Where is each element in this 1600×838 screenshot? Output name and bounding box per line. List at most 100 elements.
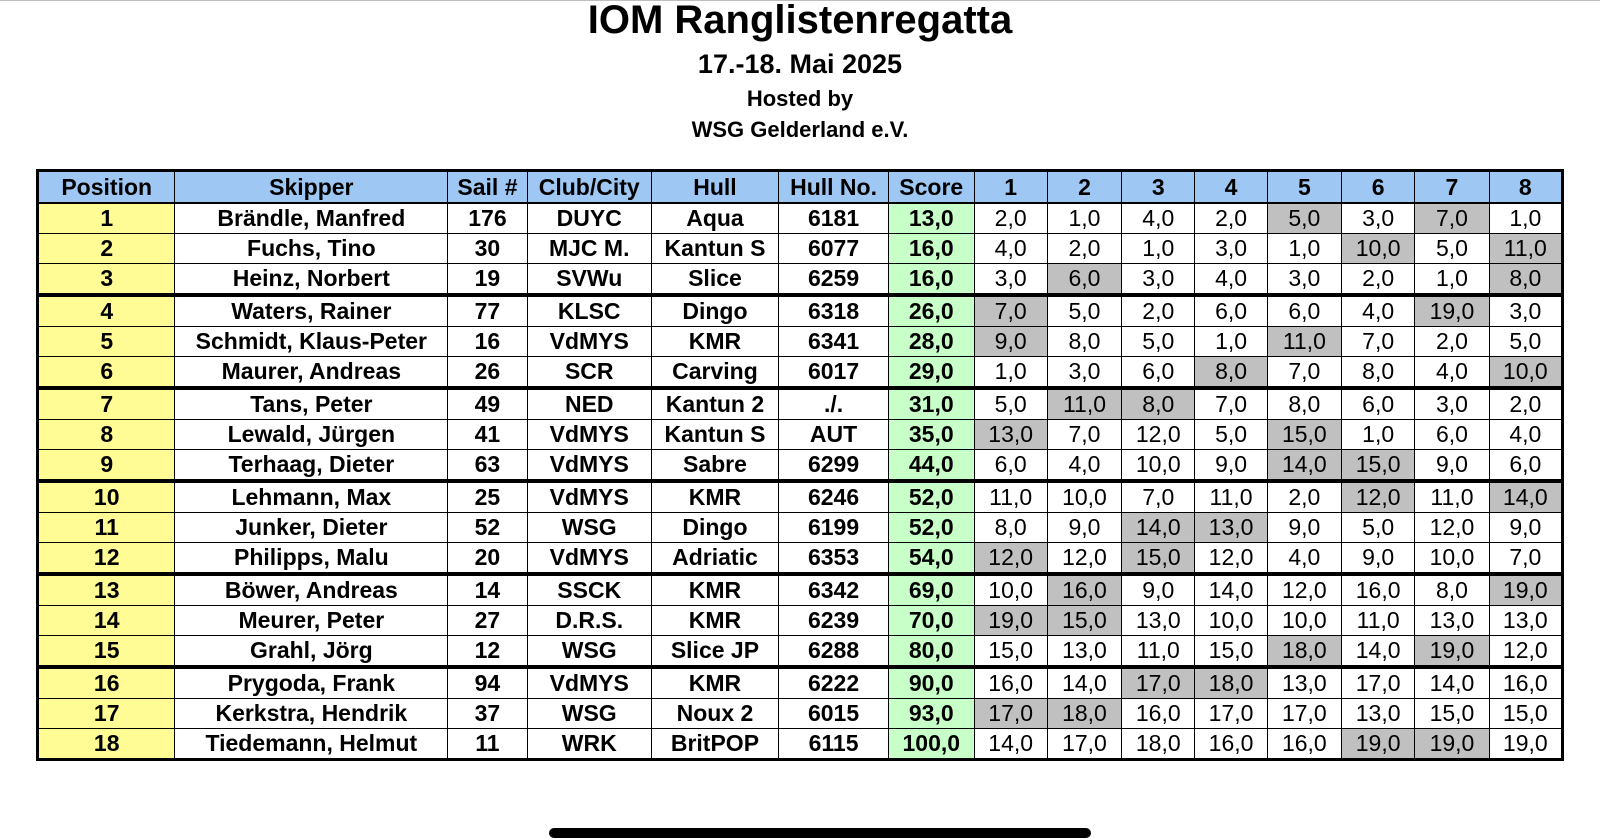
hull-no-cell: 6017 [778, 356, 890, 390]
hull-no-cell: 6199 [778, 512, 890, 543]
race-2-cell: 17,0 [1046, 728, 1123, 760]
race-6-cell: 7,0 [1340, 326, 1416, 357]
hosted-by-label: Hosted by [746, 86, 854, 111]
score-cell: 54,0 [888, 542, 975, 576]
header-skipper: Skipper [174, 170, 449, 204]
club-cell: VdMYS [526, 326, 652, 357]
race-3-cell: 6,0 [1121, 356, 1196, 390]
position-cell: 6 [36, 356, 176, 390]
position-cell: 15 [36, 635, 176, 669]
skipper-cell: Kerkstra, Hendrik [174, 698, 449, 729]
hull-cell: Slice JP [650, 635, 780, 669]
header-race-8: 8 [1488, 170, 1564, 204]
race-5-cell: 8,0 [1266, 387, 1343, 420]
race-1-cell: 13,0 [973, 419, 1048, 450]
score-cell: 90,0 [888, 666, 975, 699]
race-8-cell: 6,0 [1488, 449, 1564, 483]
race-5-cell: 6,0 [1266, 294, 1343, 327]
race-3-cell: 4,0 [1121, 202, 1196, 234]
race-8-cell: 19,0 [1488, 573, 1564, 606]
score-cell: 44,0 [888, 449, 975, 483]
race-2-cell: 16,0 [1046, 573, 1123, 606]
hull-no-cell: 6299 [778, 449, 890, 483]
race-3-cell: 2,0 [1121, 294, 1196, 327]
race-4-cell: 18,0 [1194, 666, 1268, 699]
race-7-cell: 5,0 [1414, 233, 1490, 264]
race-5-cell: 10,0 [1266, 605, 1343, 636]
race-7-cell: 6,0 [1414, 419, 1490, 450]
skipper-cell: Meurer, Peter [174, 605, 449, 636]
race-3-cell: 3,0 [1121, 263, 1196, 297]
hull-cell: Carving [650, 356, 780, 390]
club-cell: D.R.S. [526, 605, 652, 636]
score-cell: 80,0 [888, 635, 975, 669]
table-row: 7 Tans, Peter 49 NED Kantun 2 ./. 31,0 5,0 11,0 8… [36, 387, 1564, 420]
skipper-cell: Maurer, Andreas [174, 356, 449, 390]
race-5-cell: 12,0 [1266, 573, 1343, 606]
hull-cell: Kantun 2 [650, 387, 780, 420]
race-3-cell: 16,0 [1121, 698, 1196, 729]
race-5-cell: 1,0 [1266, 233, 1343, 264]
race-5-cell: 4,0 [1266, 542, 1343, 576]
hull-cell: KMR [650, 605, 780, 636]
race-4-cell: 11,0 [1194, 480, 1268, 513]
skipper-cell: Böwer, Andreas [174, 573, 449, 606]
race-8-cell: 14,0 [1488, 480, 1564, 513]
sail-cell: 20 [447, 542, 528, 576]
race-3-cell: 12,0 [1121, 419, 1196, 450]
race-2-cell: 5,0 [1046, 294, 1123, 327]
club-cell: VdMYS [526, 542, 652, 576]
hull-cell: KMR [650, 666, 780, 699]
race-8-cell: 3,0 [1488, 294, 1564, 327]
race-7-cell: 13,0 [1414, 605, 1490, 636]
table-row: 17 Kerkstra, Hendrik 37 WSG Noux 2 6015 93,0 17… [36, 698, 1564, 729]
sail-cell: 77 [447, 294, 528, 327]
score-cell: 35,0 [888, 419, 975, 450]
sail-cell: 52 [447, 512, 528, 543]
table-row: 4 Waters, Rainer 77 KLSC Dingo 6318 26,0 7,0 5,0… [36, 294, 1564, 327]
race-6-cell: 17,0 [1340, 666, 1416, 699]
table-row: 12 Philipps, Malu 20 VdMYS Adriatic 6353 54,0 1… [36, 542, 1564, 576]
skipper-cell: Fuchs, Tino [174, 233, 449, 264]
race-7-cell: 19,0 [1414, 294, 1490, 327]
race-1-cell: 12,0 [973, 542, 1048, 576]
results-body: 1 Brändle, Manfred 176 DUYC Aqua 6181 13,0 2,0 1… [36, 202, 1564, 760]
score-cell: 100,0 [888, 728, 975, 760]
race-1-cell: 6,0 [973, 449, 1048, 483]
hull-cell: Noux 2 [650, 698, 780, 729]
race-6-cell: 8,0 [1340, 356, 1416, 390]
sail-cell: 63 [447, 449, 528, 483]
race-5-cell: 5,0 [1266, 202, 1343, 234]
race-2-cell: 15,0 [1046, 605, 1123, 636]
race-2-cell: 11,0 [1046, 387, 1123, 420]
race-8-cell: 11,0 [1488, 233, 1564, 264]
race-4-cell: 17,0 [1194, 698, 1268, 729]
club-cell: MJC M. [526, 233, 652, 264]
race-5-cell: 3,0 [1266, 263, 1343, 297]
race-8-cell: 16,0 [1488, 666, 1564, 699]
race-3-cell: 11,0 [1121, 635, 1196, 669]
document-header: IOM Ranglistenregatta 17.-18. Mai 2025 H… [0, 0, 1600, 145]
skipper-cell: Lewald, Jürgen [174, 419, 449, 450]
score-cell: 93,0 [888, 698, 975, 729]
race-4-cell: 3,0 [1194, 233, 1268, 264]
race-3-cell: 14,0 [1121, 512, 1196, 543]
sail-cell: 41 [447, 419, 528, 450]
position-cell: 8 [36, 419, 176, 450]
hull-no-cell: 6222 [778, 666, 890, 699]
race-4-cell: 9,0 [1194, 449, 1268, 483]
hull-no-cell: 6318 [778, 294, 890, 327]
race-1-cell: 17,0 [973, 698, 1048, 729]
race-4-cell: 7,0 [1194, 387, 1268, 420]
club-cell: VdMYS [526, 419, 652, 450]
race-1-cell: 11,0 [973, 480, 1048, 513]
home-indicator[interactable] [549, 828, 1091, 838]
race-7-cell: 11,0 [1414, 480, 1490, 513]
sail-cell: 16 [447, 326, 528, 357]
race-6-cell: 9,0 [1340, 542, 1416, 576]
race-5-cell: 18,0 [1266, 635, 1343, 669]
race-7-cell: 19,0 [1414, 728, 1490, 760]
hull-no-cell: 6015 [778, 698, 890, 729]
race-6-cell: 10,0 [1340, 233, 1416, 264]
race-2-cell: 14,0 [1046, 666, 1123, 699]
